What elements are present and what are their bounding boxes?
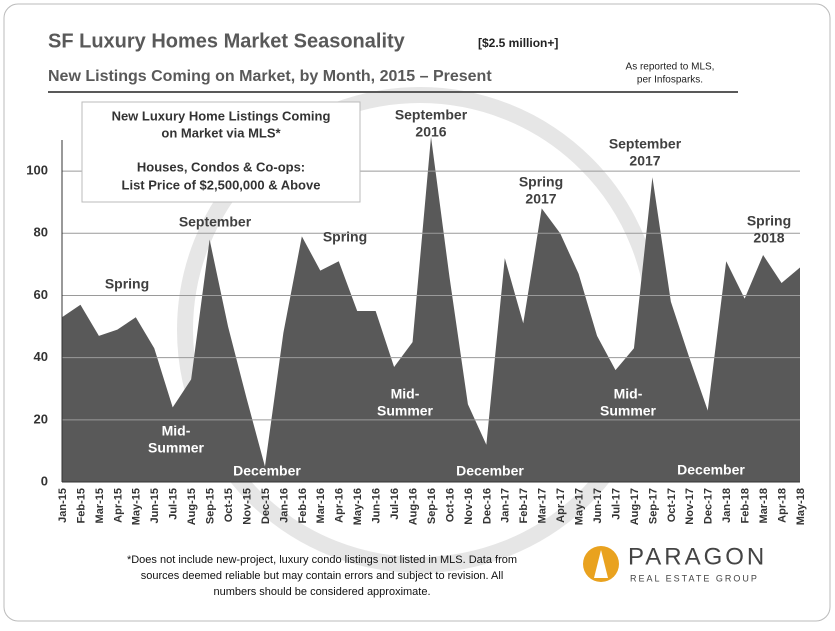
annotation: Mid-	[162, 423, 191, 439]
title-note: [$2.5 million+]	[478, 36, 558, 50]
chart-title: SF Luxury Homes Market Seasonality	[48, 30, 406, 52]
y-tick-label: 100	[26, 163, 48, 178]
footnote: *Does not include new-project, luxury co…	[127, 554, 517, 566]
x-tick-label: Dec-15	[260, 488, 272, 524]
x-tick-label: Aug-16	[407, 488, 419, 525]
x-tick-label: Mar-17	[537, 488, 549, 523]
y-tick-label: 0	[41, 473, 48, 488]
x-tick-label: Dec-17	[703, 488, 715, 524]
x-tick-label: Aug-17	[629, 488, 641, 525]
x-tick-label: Nov-16	[463, 488, 475, 525]
info-box	[81, 101, 361, 203]
x-tick-label: Jun-16	[371, 488, 383, 523]
x-tick-label: Mar-15	[94, 488, 106, 523]
info-box-text: List Price of $2,500,000 & Above	[122, 177, 321, 192]
info-box-text: Houses, Condos & Co-ops:	[137, 159, 305, 174]
annotation: Spring	[105, 276, 149, 292]
x-tick-label: Jan-15	[57, 488, 69, 523]
x-tick-label: Jun-17	[592, 488, 604, 523]
x-tick-label: Apr-15	[112, 488, 124, 523]
y-tick-label: 80	[34, 225, 48, 240]
x-tick-label: Feb-18	[740, 488, 752, 523]
x-tick-label: May-17	[574, 488, 586, 525]
annotation: September	[179, 214, 252, 230]
source-note: As reported to MLS,	[626, 62, 715, 73]
annotation: Spring	[519, 174, 563, 190]
footnote: sources deemed reliable but may contain …	[141, 570, 504, 582]
logo-tagline: REAL ESTATE GROUP	[630, 573, 759, 583]
x-tick-label: Nov-15	[241, 488, 253, 525]
logo-name: PARAGON	[628, 543, 767, 570]
annotation: 2018	[753, 230, 784, 246]
x-tick-label: Sep-17	[647, 488, 659, 524]
x-tick-label: Jan-16	[278, 488, 290, 523]
x-tick-label: Feb-15	[75, 488, 87, 523]
x-tick-label: Oct-16	[444, 488, 456, 522]
annotation: Spring	[747, 213, 791, 229]
x-tick-label: Feb-17	[518, 488, 530, 523]
annotation: September	[609, 136, 682, 152]
annotation: 2016	[415, 124, 446, 140]
x-tick-label: Aug-15	[186, 488, 198, 525]
x-tick-label: Mar-16	[315, 488, 327, 523]
annotation: Mid-	[614, 386, 643, 402]
x-tick-label: May-18	[795, 488, 807, 525]
x-tick-label: Jan-18	[721, 488, 733, 523]
x-tick-label: Apr-18	[776, 488, 788, 523]
annotation: September	[395, 107, 468, 123]
info-box-text: on Market via MLS*	[161, 125, 281, 140]
x-tick-label: Apr-17	[555, 488, 567, 523]
x-tick-label: Sep-16	[426, 488, 438, 524]
x-tick-label: Mar-18	[758, 488, 770, 523]
x-tick-label: Jun-15	[149, 488, 161, 523]
area	[62, 136, 800, 482]
x-tick-label: Nov-17	[684, 488, 696, 525]
x-tick-label: Jul-17	[610, 488, 622, 520]
x-tick-label: Dec-16	[481, 488, 493, 524]
annotation: 2017	[525, 191, 556, 207]
annotation: December	[677, 462, 745, 478]
annotation: December	[233, 463, 301, 479]
footnote: numbers should be considered approximate…	[213, 586, 430, 598]
x-tick-label: Jul-16	[389, 488, 401, 520]
annotation: December	[456, 463, 524, 479]
info-box-text: New Luxury Home Listings Coming	[112, 108, 331, 123]
source-note: per Infosparks.	[637, 75, 703, 86]
x-tick-label: Apr-16	[334, 488, 346, 523]
subtitle: New Listings Coming on Market, by Month,…	[48, 68, 492, 85]
x-tick-label: Oct-17	[666, 488, 678, 522]
x-tick-label: Jan-17	[500, 488, 512, 523]
y-tick-label: 20	[34, 411, 48, 426]
annotation: Summer	[600, 403, 657, 419]
logo-icon	[594, 550, 608, 578]
annotation: Summer	[377, 403, 434, 419]
x-tick-label: May-16	[352, 488, 364, 525]
annotation: Summer	[148, 440, 205, 456]
y-tick-label: 40	[34, 349, 48, 364]
annotation: Spring	[323, 229, 367, 245]
annotation: 2017	[629, 153, 660, 169]
x-tick-label: Oct-15	[223, 488, 235, 522]
x-tick-label: Feb-16	[297, 488, 309, 523]
annotation: Mid-	[391, 386, 420, 402]
x-tick-label: May-15	[131, 488, 143, 525]
x-tick-label: Jul-15	[168, 488, 180, 520]
x-tick-label: Sep-15	[205, 488, 217, 524]
y-tick-label: 60	[34, 287, 48, 302]
